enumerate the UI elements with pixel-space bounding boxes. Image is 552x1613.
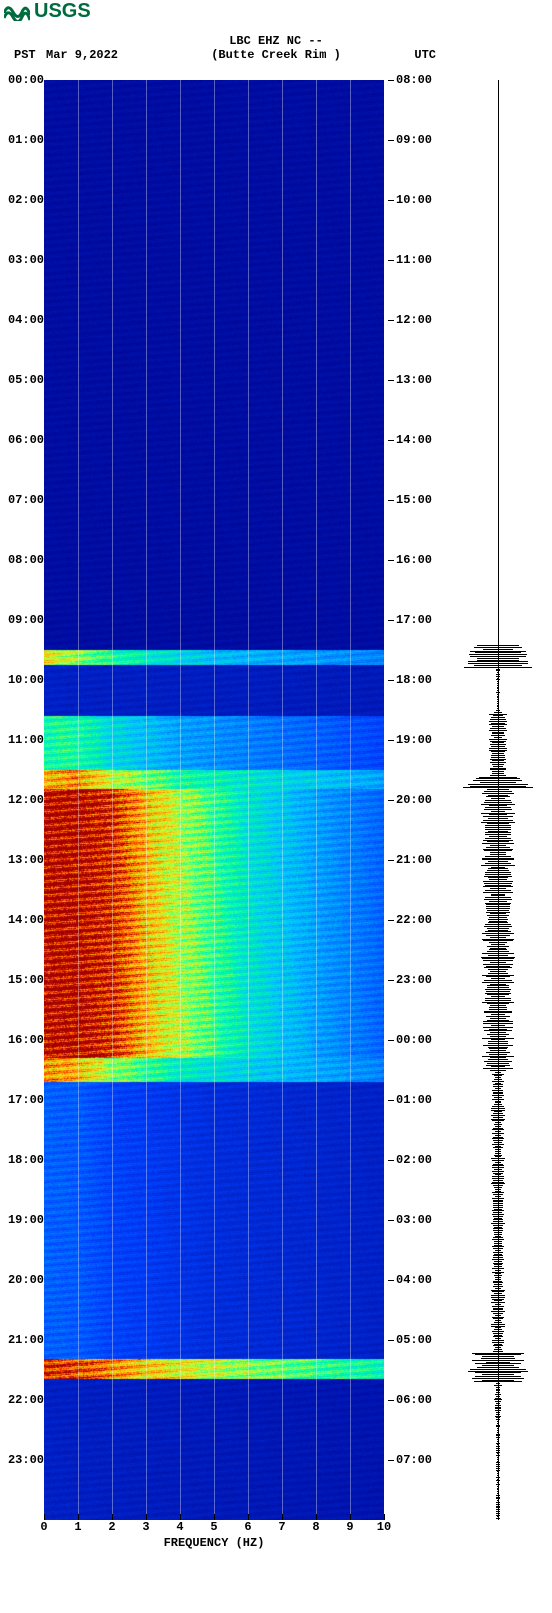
y-tick: 08:00: [396, 74, 440, 86]
y-tick: 17:00: [396, 614, 440, 626]
y-tick: 20:00: [0, 1274, 44, 1286]
date-label: Mar 9,2022: [46, 48, 118, 62]
y-tick: 16:00: [396, 554, 440, 566]
y-tick: 14:00: [0, 914, 44, 926]
y-tick: 09:00: [396, 134, 440, 146]
usgs-logo: USGS: [4, 0, 91, 23]
y-tick: 03:00: [0, 254, 44, 266]
y-axis-right: 08:0009:0010:0011:0012:0013:0014:0015:00…: [388, 80, 432, 1520]
spectrogram-plot: [44, 80, 384, 1520]
y-tick: 10:00: [396, 194, 440, 206]
x-tick: 8: [306, 1520, 326, 1534]
grid-line-vertical: [282, 80, 283, 1520]
y-tick: 23:00: [0, 1454, 44, 1466]
usgs-logo-text: USGS: [34, 0, 91, 23]
y-tick: 09:00: [0, 614, 44, 626]
title-line1: LBC EHZ NC --: [0, 34, 552, 48]
y-tick: 18:00: [0, 1154, 44, 1166]
grid-line-vertical: [350, 80, 351, 1520]
grid-line-vertical: [146, 80, 147, 1520]
y-axis-left: 00:0001:0002:0003:0004:0005:0006:0007:00…: [0, 80, 44, 1520]
y-tick: 04:00: [396, 1274, 440, 1286]
grid-line-vertical: [180, 80, 181, 1520]
y-tick: 12:00: [0, 794, 44, 806]
y-tick: 21:00: [0, 1334, 44, 1346]
y-tick: 22:00: [396, 914, 440, 926]
y-tick: 11:00: [0, 734, 44, 746]
grid-line-vertical: [78, 80, 79, 1520]
x-tick: 4: [170, 1520, 190, 1534]
y-tick: 22:00: [0, 1394, 44, 1406]
y-tick: 07:00: [0, 494, 44, 506]
y-tick: 04:00: [0, 314, 44, 326]
y-tick: 16:00: [0, 1034, 44, 1046]
y-tick: 19:00: [396, 734, 440, 746]
x-tick: 6: [238, 1520, 258, 1534]
x-tick: 3: [136, 1520, 156, 1534]
x-tick: 10: [374, 1520, 394, 1534]
y-tick: 11:00: [396, 254, 440, 266]
y-tick: 07:00: [396, 1454, 440, 1466]
x-tick: 9: [340, 1520, 360, 1534]
usgs-wave-icon: [4, 3, 30, 21]
y-tick: 13:00: [396, 374, 440, 386]
x-tick: 5: [204, 1520, 224, 1534]
y-tick: 23:00: [396, 974, 440, 986]
grid-line-vertical: [248, 80, 249, 1520]
y-tick: 13:00: [0, 854, 44, 866]
y-tick: 17:00: [0, 1094, 44, 1106]
y-tick: 05:00: [0, 374, 44, 386]
y-tick: 00:00: [0, 74, 44, 86]
page-root: USGS LBC EHZ NC -- (Butte Creek Rim ) PS…: [0, 0, 552, 1613]
grid-line-vertical: [214, 80, 215, 1520]
x-tick: 2: [102, 1520, 122, 1534]
y-tick: 03:00: [396, 1214, 440, 1226]
trace-sample: [496, 1518, 499, 1519]
y-tick: 12:00: [396, 314, 440, 326]
y-tick: 05:00: [396, 1334, 440, 1346]
x-axis-label: FREQUENCY (HZ): [44, 1536, 384, 1550]
y-tick: 18:00: [396, 674, 440, 686]
x-tick: 0: [34, 1520, 54, 1534]
y-tick: 14:00: [396, 434, 440, 446]
grid-line-vertical: [112, 80, 113, 1520]
y-tick: 19:00: [0, 1214, 44, 1226]
y-tick: 00:00: [396, 1034, 440, 1046]
grid-line-vertical: [316, 80, 317, 1520]
y-tick: 06:00: [396, 1394, 440, 1406]
x-tick: 7: [272, 1520, 292, 1534]
y-tick: 10:00: [0, 674, 44, 686]
y-tick: 08:00: [0, 554, 44, 566]
x-tick: 1: [68, 1520, 88, 1534]
y-tick: 02:00: [396, 1154, 440, 1166]
y-tick: 06:00: [0, 434, 44, 446]
timezone-left-label: PST: [14, 48, 36, 62]
y-tick: 15:00: [0, 974, 44, 986]
amplitude-trace-panel: [460, 80, 536, 1520]
timezone-right-label: UTC: [414, 48, 436, 62]
y-tick: 01:00: [396, 1094, 440, 1106]
y-tick: 01:00: [0, 134, 44, 146]
y-tick: 21:00: [396, 854, 440, 866]
y-tick: 20:00: [396, 794, 440, 806]
y-tick: 15:00: [396, 494, 440, 506]
y-tick: 02:00: [0, 194, 44, 206]
